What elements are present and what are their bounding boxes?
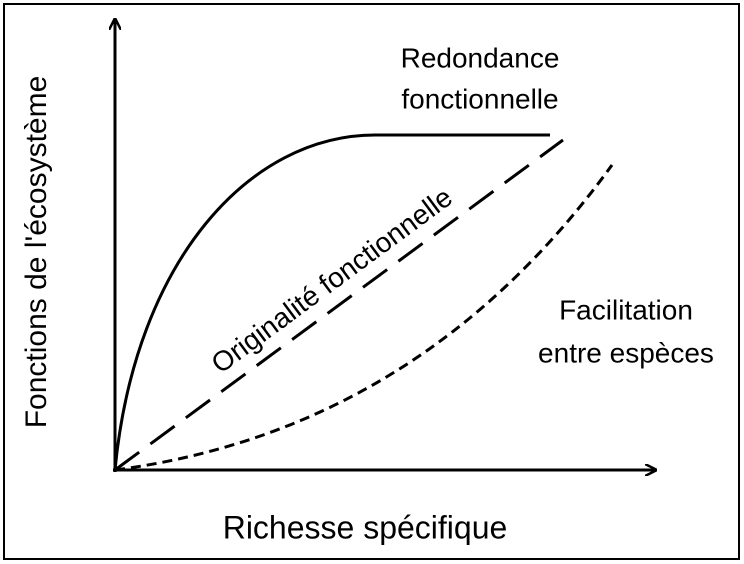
y-axis-label: Fonctions de l'écosystème <box>20 76 53 429</box>
redundancy-curve <box>113 133 550 471</box>
curve-label: fonctionnelle <box>401 83 558 114</box>
curve-label: Redondance <box>401 42 560 73</box>
facilitation-curve <box>114 164 614 472</box>
originality-curve <box>114 138 564 472</box>
curve-label: entre espèces <box>538 337 714 368</box>
x-axis-label: Richesse spécifique <box>223 509 508 545</box>
curve-label: Facilitation <box>559 294 693 325</box>
